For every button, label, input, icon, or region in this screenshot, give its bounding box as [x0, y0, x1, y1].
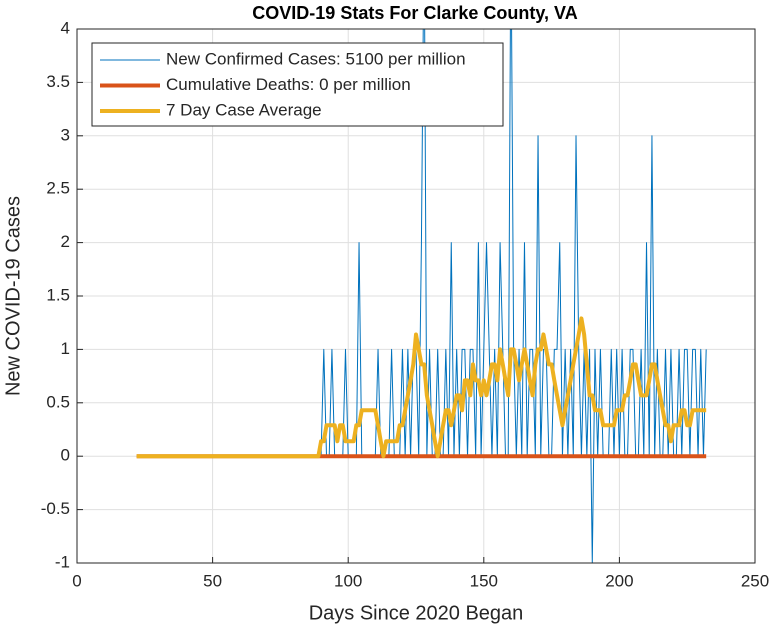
- x-tick-label: 50: [203, 571, 222, 590]
- x-tick-label: 250: [741, 571, 769, 590]
- y-tick-label: -0.5: [41, 499, 70, 518]
- y-axis-label: New COVID-19 Cases: [2, 196, 24, 396]
- legend-label: 7 Day Case Average: [166, 100, 322, 119]
- legend-label: Cumulative Deaths: 0 per million: [166, 75, 411, 94]
- series-line: [136, 316, 707, 459]
- y-tick-label: 0.5: [46, 392, 70, 411]
- y-tick-label: 2.5: [46, 179, 70, 198]
- y-tick-label: 4: [61, 18, 70, 37]
- chart-title: COVID-19 Stats For Clarke County, VA: [252, 3, 577, 23]
- x-tick-label: 0: [72, 571, 81, 590]
- x-axis-label: Days Since 2020 Began: [309, 602, 524, 624]
- legend-box: [91, 42, 504, 127]
- y-tick-label: 0: [61, 446, 70, 465]
- x-tick-label: 200: [605, 571, 633, 590]
- x-tick-label: 150: [470, 571, 498, 590]
- y-tick-label: 1.5: [46, 285, 70, 304]
- y-tick-label: 1: [61, 339, 70, 358]
- legend-label: New Confirmed Cases: 5100 per million: [166, 49, 466, 68]
- y-tick-label: 2: [61, 232, 70, 251]
- y-tick-label: 3: [61, 125, 70, 144]
- y-tick-label: 3.5: [46, 72, 70, 91]
- y-tick-label: -1: [55, 552, 70, 571]
- x-tick-label: 100: [334, 571, 362, 590]
